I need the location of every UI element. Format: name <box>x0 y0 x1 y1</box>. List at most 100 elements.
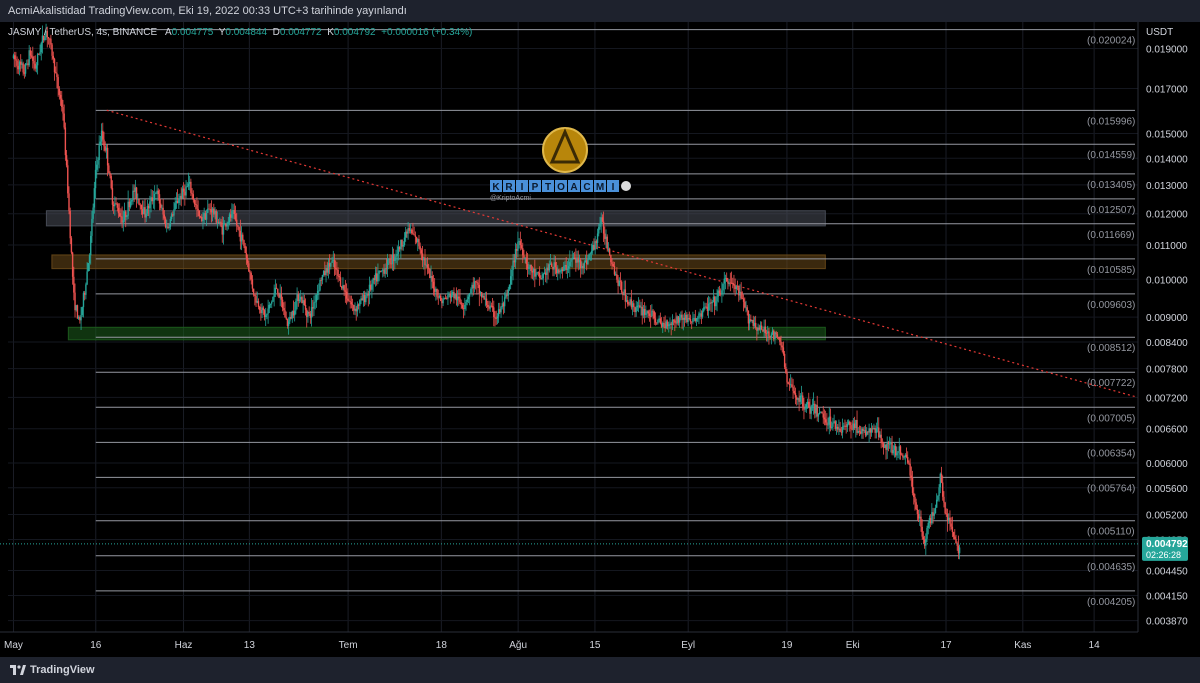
candle-body <box>500 307 502 313</box>
candle-body <box>914 496 916 503</box>
candle-body <box>478 284 481 294</box>
candle-body <box>727 281 729 284</box>
candle-body <box>182 188 185 192</box>
candle-body <box>280 293 283 300</box>
candle-body <box>581 265 583 269</box>
candle-body <box>219 221 221 223</box>
candle-body <box>91 218 93 236</box>
candle-body <box>256 301 258 303</box>
candle-body <box>336 269 338 271</box>
candle-body <box>566 268 569 270</box>
candle-body <box>922 536 925 540</box>
candle-body <box>69 210 71 239</box>
candle-body <box>629 299 631 305</box>
candle-body <box>520 245 523 249</box>
candle-body <box>258 306 261 310</box>
candle-body <box>408 228 411 231</box>
candle-body <box>943 496 945 503</box>
candle-body <box>441 300 443 304</box>
candle-body <box>811 405 814 407</box>
candle-body <box>309 313 312 318</box>
candle-body <box>168 226 170 229</box>
candle-body <box>934 507 937 514</box>
candle-body <box>910 475 913 478</box>
candle-body <box>430 275 432 279</box>
candle-body <box>844 425 846 427</box>
candle-body <box>526 264 529 269</box>
candle-body <box>99 141 102 146</box>
candle-body <box>283 308 285 311</box>
candle-body <box>435 288 437 292</box>
symbol-label[interactable]: JASMY / TetherUS, 4s, BINANCE <box>8 27 158 38</box>
candle-body <box>38 54 40 55</box>
candle-body <box>641 306 643 316</box>
tradingview-logo[interactable]: TradingView <box>10 663 95 677</box>
candle-body <box>326 267 328 273</box>
candle-body <box>806 401 809 405</box>
candle-body <box>225 223 227 227</box>
candle-body <box>147 205 150 209</box>
candle-body <box>439 295 442 301</box>
candle-body <box>450 295 453 298</box>
tradingview-brand: TradingView <box>30 664 95 676</box>
candle-body <box>342 285 344 289</box>
candle-body <box>176 200 179 204</box>
chart-area[interactable]: (0.020024) (0.015996) (0.014559) (0.013405)… <box>0 22 1200 657</box>
candles <box>12 23 961 560</box>
candle-body <box>103 139 105 147</box>
candle-body <box>223 223 226 225</box>
candle-body <box>799 395 802 402</box>
candle-body <box>427 267 430 269</box>
candle-body <box>380 270 383 272</box>
candle-body <box>406 231 408 234</box>
candle-body <box>606 236 608 249</box>
candle-body <box>388 258 390 260</box>
candle-body <box>552 266 554 270</box>
candle-body <box>242 234 244 241</box>
candle-body <box>905 454 908 458</box>
candle-body <box>519 241 522 246</box>
candle-body <box>347 298 349 301</box>
candle-body <box>304 305 307 310</box>
candle-body <box>295 301 297 311</box>
candle-body <box>929 518 932 524</box>
candle-body <box>181 188 184 199</box>
candle-body <box>495 318 497 320</box>
candle-body <box>798 398 800 402</box>
candle-body <box>215 210 217 223</box>
candle-countdown: 02:26:28 <box>1146 550 1181 560</box>
x-tick-label: Eki <box>846 640 860 651</box>
candle-body <box>267 308 269 314</box>
candle-body <box>538 272 541 278</box>
candle-body <box>565 264 567 270</box>
candle-body <box>893 446 896 450</box>
candle-body <box>216 222 219 224</box>
price-chart[interactable]: (0.020024) (0.015996) (0.014559) (0.013405)… <box>0 22 1200 657</box>
candle-body <box>161 207 163 209</box>
candle-body <box>769 336 771 338</box>
candle-body <box>164 218 167 228</box>
candle-body <box>666 321 669 327</box>
candle-body <box>497 309 500 317</box>
candle-body <box>341 286 343 289</box>
candle-body <box>744 301 746 308</box>
candle-body <box>296 294 298 302</box>
current-price-tag <box>1142 536 1188 561</box>
candle-body <box>59 94 62 99</box>
candle-body <box>786 372 788 383</box>
candle-body <box>192 194 194 200</box>
candle-body <box>886 442 888 450</box>
candle-body <box>141 209 144 215</box>
candle-body <box>884 444 886 448</box>
candle-body <box>442 298 444 304</box>
candle-body <box>870 428 873 433</box>
x-tick-label: May <box>4 640 23 651</box>
y-tick-label: 0.007800 <box>1146 365 1188 376</box>
candle-body <box>881 442 884 444</box>
candle-body <box>447 294 449 299</box>
candle-body <box>793 391 795 394</box>
candle-body <box>557 269 559 274</box>
candle-body <box>222 224 225 235</box>
watermark-letter-box <box>581 180 593 192</box>
candle-body <box>83 292 86 295</box>
